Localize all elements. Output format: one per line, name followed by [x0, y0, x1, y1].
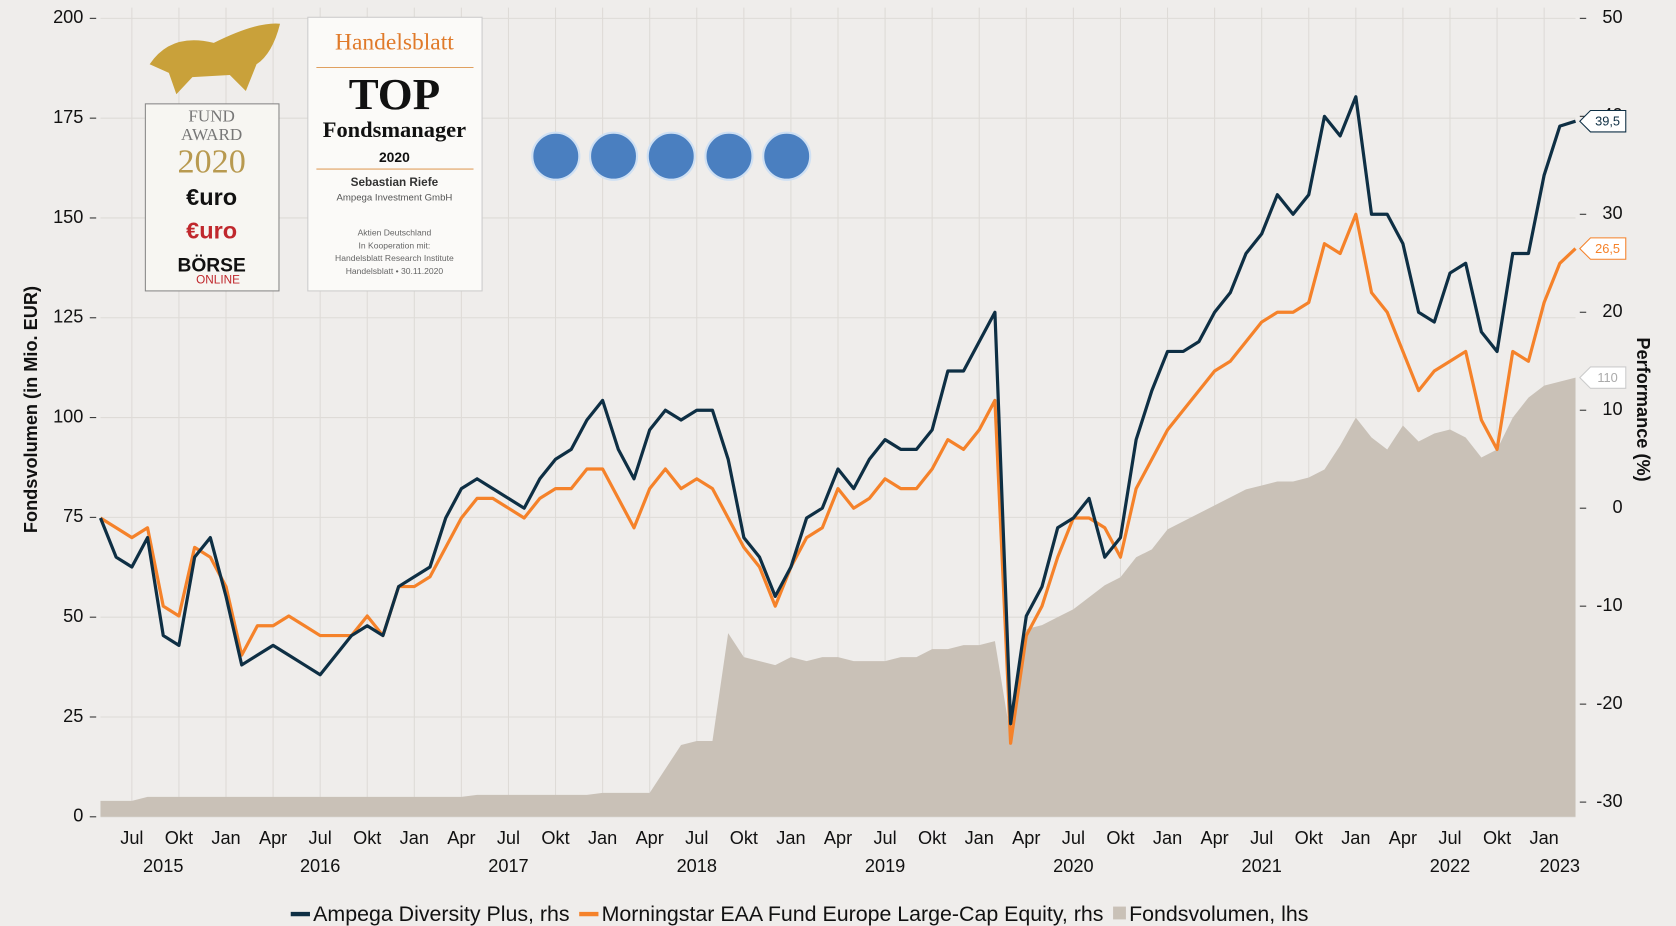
x-tick-label: Apr — [447, 828, 475, 848]
x-tick-label: Jan — [1153, 828, 1182, 848]
badge-text: TOP — [349, 69, 440, 119]
x-year-label: 2020 — [1053, 856, 1093, 876]
y2-tick-label: 50 — [1602, 7, 1622, 27]
x-tick-label: Okt — [730, 828, 758, 848]
badge-text: Fondsmanager — [323, 117, 466, 142]
badge-text: Handelsblatt Research Institute — [335, 253, 454, 263]
x-tick-label: Apr — [636, 828, 664, 848]
x-tick-label: Jul — [1438, 828, 1461, 848]
x-tick-label: Okt — [353, 828, 381, 848]
y2-tick-label: 0 — [1612, 497, 1622, 517]
x-year-label: 2022 — [1430, 856, 1470, 876]
x-year-label: 2016 — [300, 856, 340, 876]
x-tick-label: Apr — [1012, 828, 1040, 848]
x-year-label: 2023 — [1540, 856, 1580, 876]
badge-text: ONLINE — [196, 273, 240, 286]
x-tick-label: Okt — [918, 828, 946, 848]
y-tick-label: 25 — [63, 706, 83, 726]
y-tick-label: 0 — [73, 806, 83, 826]
x-year-label: 2018 — [677, 856, 717, 876]
badge-text: €uro — [186, 217, 237, 243]
x-tick-label: Okt — [1483, 828, 1511, 848]
legend-label: Ampega Diversity Plus, rhs — [313, 902, 569, 926]
chart: FUNDAWARD2020€uro€uroBÖRSEONLINEHandelsb… — [0, 0, 1676, 926]
x-tick-label: Apr — [1389, 828, 1417, 848]
y2-tick-label: 10 — [1602, 399, 1622, 419]
x-tick-label: Jul — [873, 828, 896, 848]
badge-text: €uro — [186, 184, 237, 210]
globe-icon — [763, 133, 810, 180]
x-year-label: 2021 — [1241, 856, 1281, 876]
x-tick-label: Jan — [1530, 828, 1559, 848]
x-tick-label: Jul — [1062, 828, 1085, 848]
badge-text: Aktien Deutschland — [358, 227, 432, 237]
x-tick-label: Jan — [588, 828, 617, 848]
x-tick-label: Okt — [541, 828, 569, 848]
y-axis-label: Fondsvolumen (in Mio. EUR) — [21, 286, 41, 533]
y-tick-label: 50 — [63, 606, 83, 626]
y-tick-label: 75 — [63, 506, 83, 526]
y-tick-label: 175 — [53, 107, 83, 127]
badge-text: Ampega Investment GmbH — [336, 192, 452, 203]
globe-icon — [705, 133, 752, 180]
legend-label: Morningstar EAA Fund Europe Large-Cap Eq… — [602, 902, 1104, 926]
x-tick-label: Apr — [824, 828, 852, 848]
badge-text: Handelsblatt • 30.11.2020 — [346, 266, 444, 276]
badge-text: 2020 — [379, 149, 410, 165]
badge-text: Handelsblatt — [335, 29, 454, 55]
y2-axis-label: Performance (%) — [1633, 337, 1653, 481]
badge-text: In Kooperation mit: — [359, 240, 431, 250]
globe-icon — [648, 133, 695, 180]
x-tick-label: Jul — [1250, 828, 1273, 848]
y2-tick-label: -20 — [1596, 693, 1622, 713]
x-tick-label: Jul — [685, 828, 708, 848]
y-tick-label: 125 — [53, 307, 83, 327]
x-tick-label: Jul — [497, 828, 520, 848]
y-tick-label: 150 — [53, 207, 83, 227]
page: FUNDAWARD2020€uro€uroBÖRSEONLINEHandelsb… — [0, 0, 1676, 926]
y-tick-label: 100 — [53, 406, 83, 426]
x-tick-label: Jan — [965, 828, 994, 848]
x-tick-label: Okt — [1106, 828, 1134, 848]
y2-tick-label: -30 — [1596, 791, 1622, 811]
x-tick-label: Jan — [1341, 828, 1370, 848]
x-year-label: 2019 — [865, 856, 905, 876]
x-year-label: 2017 — [488, 856, 528, 876]
x-tick-label: Jan — [211, 828, 240, 848]
legend-label: Fondsvolumen, lhs — [1129, 902, 1308, 926]
legend-swatch — [1113, 907, 1126, 920]
x-tick-label: Jul — [309, 828, 332, 848]
globe-icon — [590, 133, 637, 180]
x-tick-label: Jul — [120, 828, 143, 848]
y-tick-label: 200 — [53, 7, 83, 27]
badge-text: Sebastian Riefe — [351, 176, 439, 189]
x-tick-label: Jan — [400, 828, 429, 848]
value-label: 39,5 — [1595, 114, 1620, 129]
y2-tick-label: -10 — [1596, 595, 1622, 615]
value-label: 110 — [1597, 370, 1617, 385]
y2-tick-label: 20 — [1602, 301, 1622, 321]
x-tick-label: Apr — [1200, 828, 1228, 848]
globe-icon — [532, 133, 579, 180]
badge-text: FUND — [188, 107, 235, 126]
x-tick-label: Apr — [259, 828, 287, 848]
x-year-label: 2015 — [143, 856, 183, 876]
x-tick-label: Jan — [776, 828, 805, 848]
y2-tick-label: 30 — [1602, 203, 1622, 223]
x-tick-label: Okt — [165, 828, 193, 848]
x-tick-label: Okt — [1295, 828, 1323, 848]
value-label: 26,5 — [1595, 241, 1620, 256]
badge-text: AWARD — [181, 125, 242, 144]
badge-text: 2020 — [177, 144, 245, 181]
